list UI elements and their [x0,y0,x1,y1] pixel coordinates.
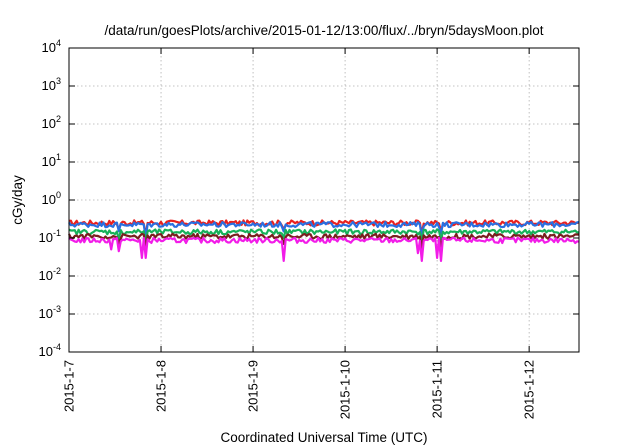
x-tick-label: 2015-1-8 [154,360,169,412]
y-tick-label: 102 [42,114,61,131]
y-tick-label: 10-3 [39,304,61,321]
x-tick-labels: 2015-1-7 2015-1-8 2015-1-9 2015-1-10 2015-1-… [62,360,537,419]
chart-title: /data/run/goesPlots/archive/2015-01-12/1… [104,23,543,38]
x-axis-label: Coordinated Universal Time (UTC) [220,430,427,445]
y-tick-label: 10-1 [39,228,61,245]
x-tick-label: 2015-1-7 [62,360,77,412]
ticks [68,47,579,353]
x-tick-label: 2015-1-10 [338,360,353,419]
series-line-5 [68,236,580,262]
y-tick-label: 101 [42,152,61,169]
x-tick-label: 2015-1-11 [430,360,445,418]
y-tick-label: 104 [42,38,61,55]
y-axis-label: cGy/day [10,175,25,225]
grid [69,48,579,352]
series-line-4 [68,232,580,251]
y-tick-label: 100 [42,190,61,207]
x-tick-label: 2015-1-12 [522,360,537,419]
series-line-2 [68,220,580,240]
y-tick-label: 10-2 [39,266,61,283]
y-tick-label: 10-4 [39,342,61,359]
series-layer [68,219,580,262]
series-line-3 [68,228,579,245]
y-tick-label: 103 [42,76,61,93]
y-tick-labels: 10-4 10-3 10-2 10-1 100 101 102 103 104 [39,38,61,359]
x-tick-label: 2015-1-9 [246,360,261,412]
